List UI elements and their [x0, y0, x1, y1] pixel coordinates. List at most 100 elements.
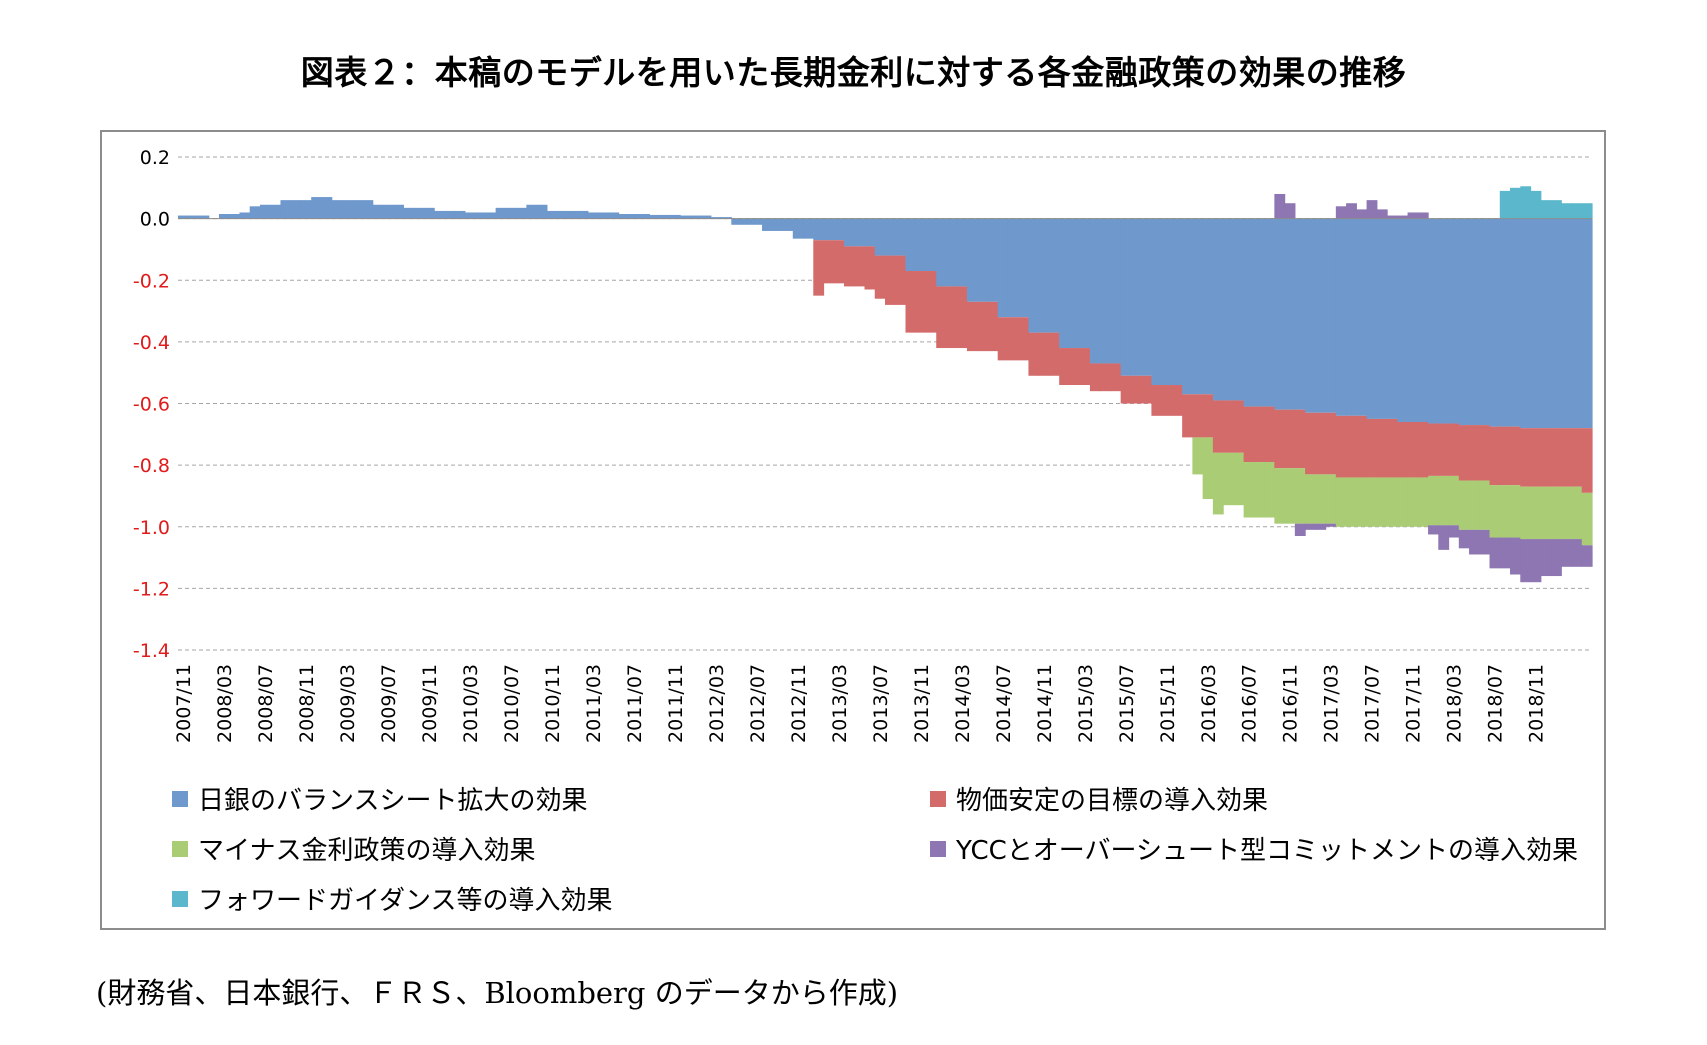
bar-negative_rate — [1315, 474, 1327, 524]
bar-balance_sheet — [393, 204, 405, 219]
bar-ycc — [1346, 203, 1357, 219]
bar-balance_sheet — [690, 215, 702, 219]
bar-balance_sheet — [1274, 218, 1286, 410]
bar-ycc — [1417, 212, 1429, 219]
bar-price_target — [1356, 415, 1368, 478]
bar-negative_rate — [1499, 485, 1511, 538]
bar-negative_rate — [1417, 477, 1429, 527]
bar-balance_sheet — [997, 218, 1009, 318]
bar-balance_sheet — [925, 218, 937, 272]
bar-price_target — [1264, 406, 1275, 463]
bar-price_target — [1192, 394, 1204, 438]
bar-balance_sheet — [854, 218, 866, 247]
bar-balance_sheet — [557, 210, 568, 219]
bar-balance_sheet — [710, 217, 722, 219]
bar-balance_sheet — [649, 214, 661, 219]
bar-balance_sheet — [587, 212, 599, 219]
stacked-area-chart: 0.2 0.0 -0.2 -0.4 -0.6 -0.8 -1.0 -1.2 -1.42007/1… — [133, 147, 1593, 743]
bar-negative_rate — [1520, 486, 1532, 540]
legend-item-forward-guidance: フォワードガイダンス等の導入効果 — [172, 880, 612, 917]
bar-balance_sheet — [1325, 218, 1337, 413]
bar-ycc — [1387, 215, 1398, 219]
bar-price_target — [946, 286, 958, 349]
bar-balance_sheet — [669, 214, 681, 219]
bar-balance_sheet — [823, 218, 835, 241]
bar-balance_sheet — [1141, 218, 1153, 376]
bar-price_target — [1499, 426, 1511, 486]
bar-negative_rate — [1376, 477, 1388, 527]
bar-price_target — [1346, 415, 1357, 478]
bar-balance_sheet — [1438, 218, 1450, 424]
bar-price_target — [1571, 428, 1583, 487]
bar-balance_sheet — [628, 214, 640, 219]
bar-negative_rate — [1233, 452, 1245, 506]
x-tick-label: 2009/11 — [419, 664, 441, 743]
bar-balance_sheet — [1151, 218, 1163, 386]
bar-price_target — [1253, 406, 1265, 463]
bar-balance_sheet — [382, 204, 394, 219]
bar-balance_sheet — [905, 218, 917, 272]
bar-balance_sheet — [844, 218, 855, 247]
bar-forward_guidance — [1540, 200, 1552, 219]
bar-price_target — [844, 246, 855, 287]
bar-balance_sheet — [1223, 218, 1234, 401]
x-tick-label: 2010/03 — [460, 664, 482, 743]
bar-price_target — [1428, 423, 1439, 476]
bar-balance_sheet — [813, 218, 825, 241]
bar-price_target — [987, 301, 999, 352]
bar-balance_sheet — [188, 215, 200, 219]
bar-price_target — [813, 240, 825, 296]
bar-balance_sheet — [1335, 218, 1347, 416]
bar-negative_rate — [1366, 477, 1378, 527]
bar-price_target — [1233, 400, 1245, 453]
bar-balance_sheet — [751, 218, 763, 225]
bar-price_target — [1120, 375, 1132, 404]
bar-balance_sheet — [454, 210, 466, 219]
bar-negative_rate — [1274, 468, 1286, 524]
bar-price_target — [833, 240, 845, 284]
legend-item-balance-sheet: 日銀のバランスシート拡大の効果 — [172, 780, 587, 817]
bar-price_target — [1325, 412, 1337, 475]
bar-price_target — [1182, 394, 1193, 438]
bar-price_target — [1161, 385, 1173, 416]
bar-balance_sheet — [259, 204, 271, 219]
x-tick-label: 2008/11 — [296, 664, 318, 743]
bar-balance_sheet — [1407, 218, 1419, 422]
bar-negative_rate — [1551, 486, 1562, 540]
bar-balance_sheet — [331, 200, 343, 219]
x-tick-label: 2013/07 — [870, 664, 892, 743]
x-tick-label: 2016/03 — [1198, 664, 1220, 743]
bar-price_target — [1028, 332, 1040, 376]
x-tick-label: 2011/07 — [624, 664, 646, 743]
x-tick-label: 2009/07 — [378, 664, 400, 743]
bar-balance_sheet — [495, 207, 507, 219]
bar-negative_rate — [1397, 477, 1409, 527]
bar-price_target — [1223, 400, 1234, 453]
bar-balance_sheet — [1100, 218, 1112, 364]
bar-balance_sheet — [639, 214, 650, 219]
bar-price_target — [915, 271, 927, 333]
bar-balance_sheet — [464, 212, 476, 219]
x-tick-label: 2012/03 — [706, 664, 728, 743]
bar-balance_sheet — [1510, 218, 1521, 427]
y-tick-label: -0.6 — [133, 394, 170, 416]
bar-balance_sheet — [577, 210, 589, 219]
bar-price_target — [1018, 317, 1030, 361]
bar-balance_sheet — [1417, 218, 1429, 422]
bar-price_target — [1417, 421, 1429, 478]
x-tick-label: 2012/07 — [747, 664, 769, 743]
bar-balance_sheet — [772, 218, 784, 231]
bar-ycc — [1499, 537, 1511, 569]
bar-ycc — [1448, 525, 1460, 538]
bar-price_target — [1110, 363, 1122, 392]
bar-balance_sheet — [1130, 218, 1142, 376]
x-tick-label: 2018/03 — [1444, 664, 1466, 743]
bar-price_target — [905, 271, 917, 333]
bar-ycc — [1520, 539, 1532, 583]
x-tick-label: 2018/07 — [1485, 664, 1507, 743]
x-tick-label: 2014/03 — [952, 664, 974, 743]
bar-balance_sheet — [731, 218, 743, 225]
bar-balance_sheet — [1069, 218, 1081, 349]
bar-balance_sheet — [915, 218, 927, 272]
bar-balance_sheet — [516, 207, 527, 219]
